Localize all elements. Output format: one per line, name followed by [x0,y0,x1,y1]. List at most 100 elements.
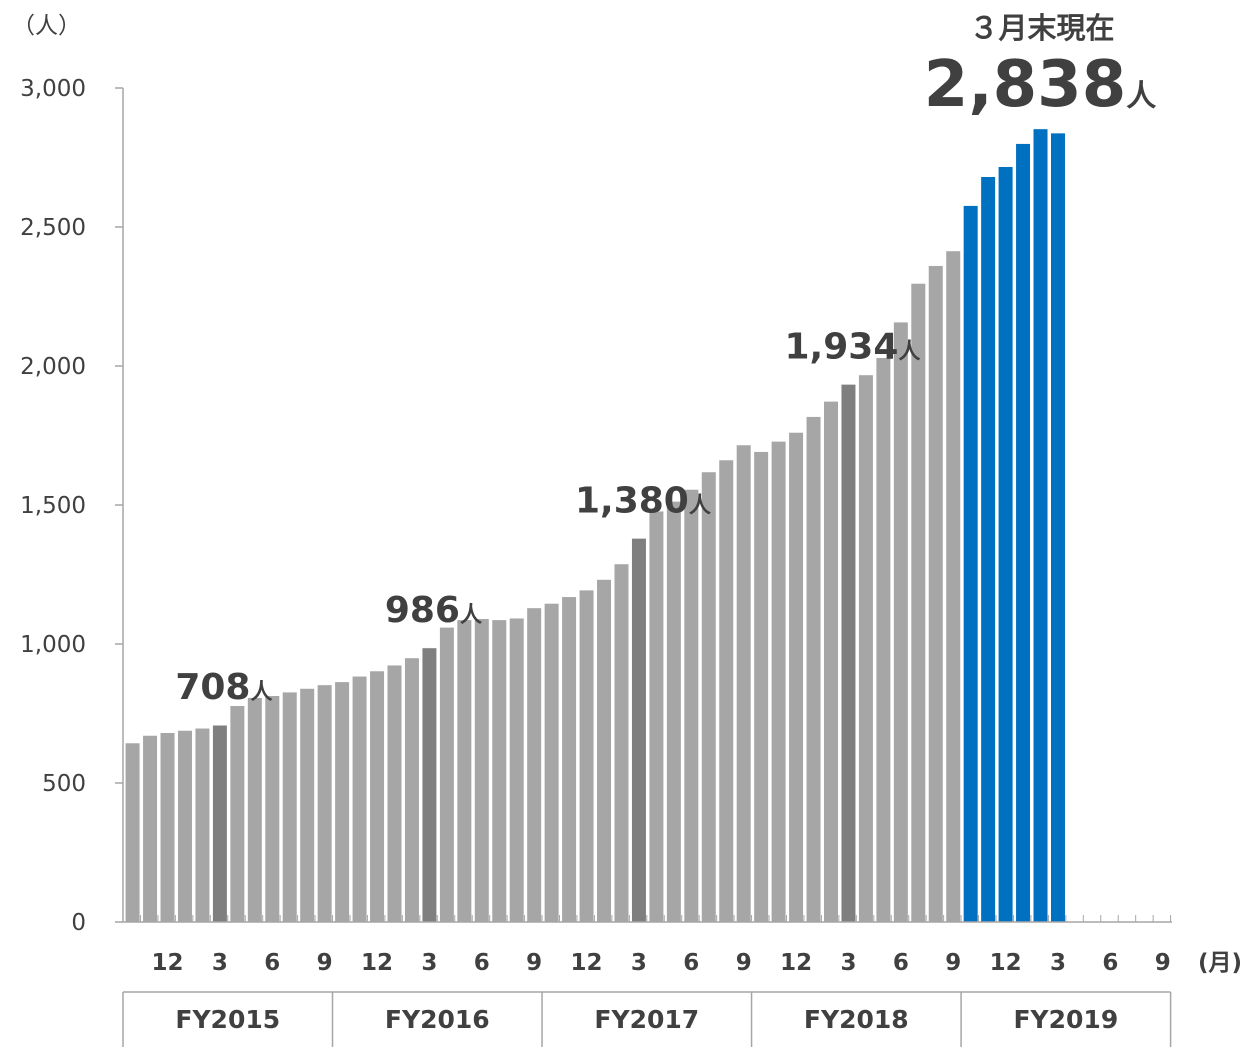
x-tick-label: 6 [683,950,699,976]
fy-label: FY2017 [594,1005,699,1034]
bar [771,441,787,923]
bar [299,688,315,923]
annotation: 708人 [175,667,272,708]
annotation-value: 1,380 [575,480,689,521]
bar-current [1032,128,1049,923]
x-axis: 12 3 6 9 12 3 6 9 12 3 6 9 12 3 6 9 12 3 6 9 [122,915,1172,976]
bar-highlight [421,647,438,923]
bar [928,265,944,923]
bar-current [963,205,979,923]
y-axis-unit: （人） [12,13,81,39]
x-tick-label: 9 [526,950,542,976]
bar [666,501,682,923]
callout-unit: 人 [1126,79,1156,114]
x-tick-label: 6 [893,950,909,976]
x-tick-label: 9 [1155,950,1171,976]
y-tick-label: 500 [42,771,86,797]
y-tick-label: 0 [71,910,86,936]
x-tick-label: 9 [317,950,333,976]
bar [561,596,577,923]
x-tick-label: 9 [736,950,752,976]
bar [474,618,490,923]
bar [229,705,245,923]
x-tick-label: 12 [990,950,1022,976]
bar [701,471,717,923]
bar [805,416,822,923]
bar [491,619,507,923]
bar [177,730,193,923]
x-tick-label: 6 [474,950,490,976]
bar [386,664,403,923]
fy-label: FY2015 [175,1005,280,1034]
bar [578,589,595,923]
current-callout: ３月末現在 2,838人 [924,11,1156,122]
fy-label: FY2019 [1013,1005,1118,1034]
x-tick-label: 12 [571,950,603,976]
bar [648,510,664,923]
annotation: 1,934人 [785,326,921,367]
x-tick-label: 3 [840,950,856,976]
x-tick-label: 6 [1102,950,1118,976]
annotation-unit: 人 [250,680,272,705]
bar [945,250,961,923]
x-tick-label: 6 [264,950,280,976]
bar-current [1015,143,1031,923]
annotation-value: 986 [385,590,460,631]
bar [858,374,874,923]
y-tick-label: 2,500 [20,215,86,241]
bar [596,579,612,923]
y-tick-label: 3,000 [20,76,86,102]
y-tick-label: 1,500 [20,493,86,519]
x-tick-label: 3 [1050,950,1066,976]
bar [194,727,211,923]
bar [264,695,280,923]
annotation-value: 1,934 [785,326,899,367]
bar-highlight [212,724,228,923]
x-tick-label: 3 [212,950,228,976]
fy-label: FY2016 [385,1005,490,1034]
annotation-unit: 人 [898,339,920,364]
bar [788,432,804,923]
x-tick-label: 9 [945,950,961,976]
bar [282,691,298,923]
y-tick-label: 2,000 [20,354,86,380]
bar-current [997,166,1014,923]
x-tick-label: 3 [421,950,437,976]
fy-label: FY2018 [804,1005,909,1034]
bar-highlight [840,384,857,923]
annotation: 986人 [385,590,482,631]
bar-current [1050,132,1066,923]
bar [247,697,263,923]
x-tick-label: 3 [631,950,647,976]
bar-highlight [631,538,647,923]
bar [718,459,734,923]
bar [736,444,752,923]
x-axis-unit: (月) [1198,950,1242,976]
annotation-unit: 人 [460,603,482,628]
bar [509,617,525,923]
annotation-unit: 人 [689,493,711,518]
bar [439,627,455,923]
bar [142,735,158,923]
bar [334,681,350,923]
bar [875,357,891,923]
bar [351,675,368,923]
x-tick-label: 12 [361,950,393,976]
bar [893,321,909,923]
callout-value: 2,838 [924,48,1126,122]
bar [910,283,926,923]
bar [404,657,420,923]
bar [753,451,769,923]
bars [125,128,1066,923]
bar [317,684,333,923]
annotation-value: 708 [175,667,250,708]
bar [125,742,141,923]
callout-text: 2,838人 [924,48,1156,122]
bar [544,603,560,923]
bar [456,619,472,923]
bar [369,670,385,923]
callout-label: ３月末現在 [969,11,1114,45]
y-tick-label: 1,000 [20,632,86,658]
